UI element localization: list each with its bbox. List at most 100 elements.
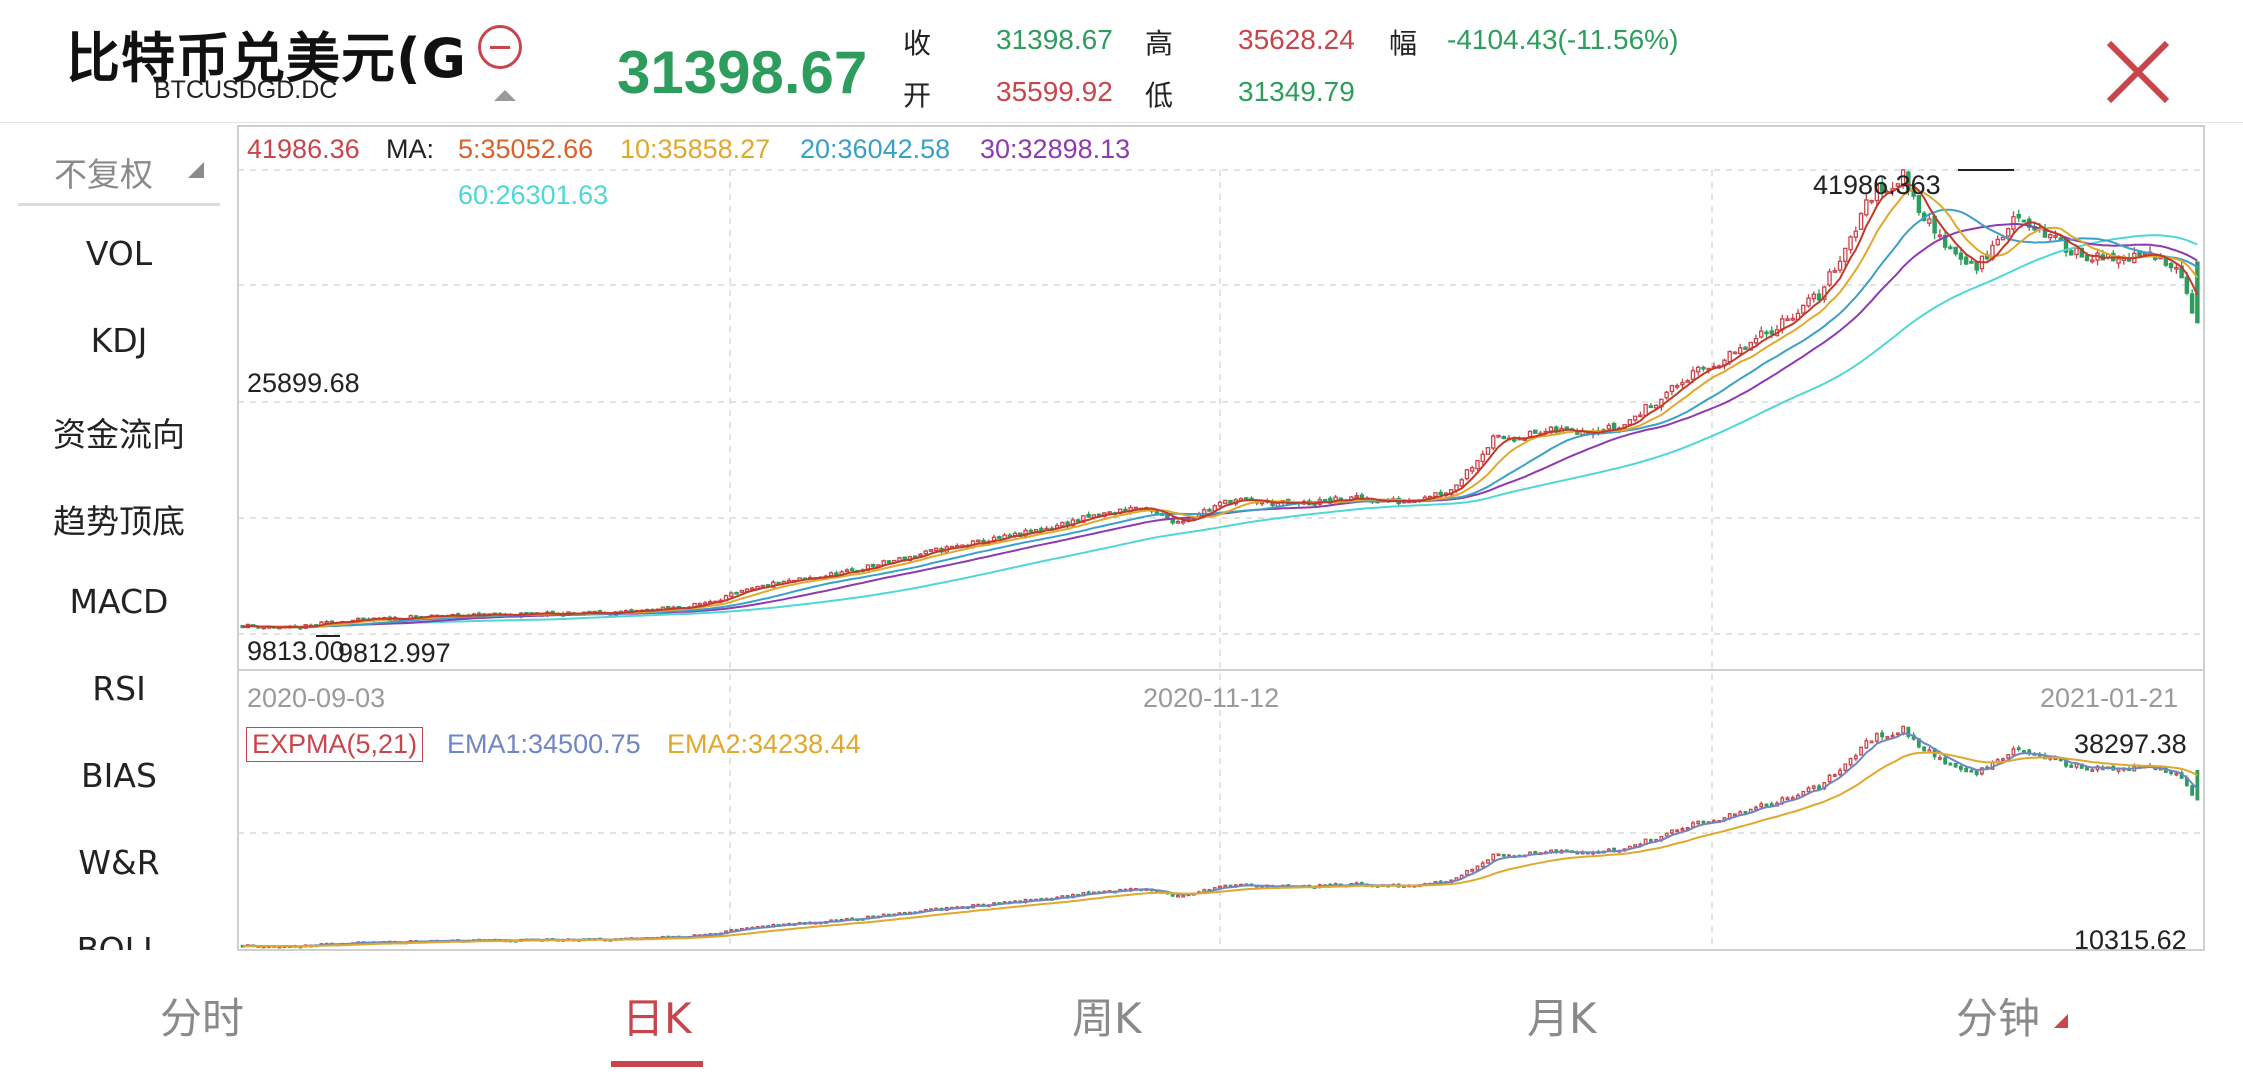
main-candle	[870, 563, 876, 568]
legend-ma10: 10:35858.27	[620, 134, 771, 164]
sub-candle	[1959, 765, 1963, 770]
header-divider	[0, 122, 2243, 123]
sub-candle	[1648, 839, 1653, 842]
indicator-trend[interactable]: 趋势顶底	[53, 502, 185, 541]
main-candle	[1916, 195, 1922, 214]
minute-caret-icon[interactable]	[2054, 1014, 2068, 1028]
sub-candle	[2174, 772, 2179, 776]
main-candle	[1648, 405, 1654, 409]
sub-candle	[1633, 844, 1638, 848]
sub-indicator-name[interactable]: EXPMA(5,21)	[246, 727, 424, 762]
main-candle	[1107, 511, 1112, 514]
close-value: 31398.67	[996, 24, 1113, 55]
symbol-code: BTCUSDGD.DC	[154, 76, 338, 104]
legend-ma30: 30:32898.13	[980, 134, 1131, 164]
sub-candle	[1785, 797, 1790, 801]
sub-candle	[1948, 762, 1953, 766]
sub-candle	[1885, 736, 1890, 739]
date-start: 2020-09-03	[247, 683, 386, 713]
main-candle	[1864, 199, 1869, 216]
main-candle	[1827, 271, 1832, 286]
main-candle	[2000, 236, 2006, 241]
sub-candle	[2016, 747, 2021, 751]
indicator-macd[interactable]: MACD	[69, 582, 169, 621]
sub-axis-min: 10315.62	[2074, 925, 2187, 955]
sub-candle	[1501, 853, 1506, 857]
indicator-vol[interactable]: VOL	[85, 234, 153, 273]
tab-weekly[interactable]: 周K	[1072, 994, 1142, 1043]
tab-active-indicator	[611, 1061, 703, 1067]
indicator-wr[interactable]: W&R	[78, 843, 160, 882]
main-candle	[1480, 453, 1485, 463]
main-candle	[1180, 520, 1186, 524]
main-candle	[1154, 510, 1160, 514]
main-candle	[1963, 256, 1969, 265]
main-candle	[1727, 350, 1732, 363]
main-candle	[1433, 492, 1438, 497]
low-marker-label: 9812.997	[338, 638, 451, 668]
indicator-kdj[interactable]: KDJ	[90, 321, 148, 360]
main-candle	[1496, 434, 1501, 438]
main-candle	[1207, 508, 1212, 512]
main-candle	[356, 617, 361, 621]
sub-candle	[1843, 763, 1848, 771]
sub-candle	[1733, 813, 1737, 817]
main-candle	[2021, 219, 2027, 223]
sub-candle	[2195, 770, 2200, 801]
sub-candle	[1691, 822, 1695, 828]
main-candle	[865, 564, 871, 572]
main-candle	[2084, 254, 2090, 262]
sub-candle	[1937, 757, 1942, 760]
tab-daily[interactable]: 日K	[622, 994, 692, 1043]
main-candle	[1075, 519, 1081, 522]
collapse-arrow-icon[interactable]	[494, 90, 516, 101]
main-candle	[1533, 429, 1538, 434]
main-candle	[1627, 419, 1633, 426]
legend-ema2: EMA2:34238.44	[667, 729, 861, 759]
indicator-rsi[interactable]: RSI	[92, 669, 146, 708]
indicator-money-flow[interactable]: 资金流向	[53, 415, 185, 454]
adjust-select[interactable]: 不复权	[18, 140, 220, 206]
main-candle	[1748, 341, 1753, 351]
main-candle	[1801, 304, 1806, 314]
main-candle	[1958, 252, 1964, 260]
main-candle	[1512, 438, 1517, 442]
date-end: 2021-01-21	[2040, 683, 2179, 713]
ema-lines	[242, 732, 2199, 948]
open-value: 35599.92	[996, 76, 1113, 107]
close-x-icon[interactable]	[2103, 37, 2173, 107]
main-candle	[1848, 236, 1853, 251]
main-candle	[1070, 519, 1076, 527]
minus-circle-icon[interactable]	[478, 25, 522, 69]
main-candle	[849, 568, 855, 572]
sub-candle	[1853, 755, 1858, 760]
main-candle	[1680, 381, 1685, 386]
sub-candle	[1811, 785, 1816, 789]
tab-monthly[interactable]: 月K	[1527, 994, 1597, 1043]
sub-candle	[1223, 884, 1228, 888]
main-candle	[1759, 330, 1764, 338]
indicator-bias[interactable]: BIAS	[81, 756, 157, 795]
close-label: 收	[903, 27, 932, 60]
sub-candle	[1486, 859, 1490, 864]
main-candle	[1942, 234, 1948, 248]
main-candle	[1969, 260, 1974, 264]
sub-candle	[2190, 785, 2195, 796]
ma-lines	[242, 183, 2199, 629]
open-label: 开	[903, 79, 932, 112]
sub-candle	[1895, 732, 1900, 736]
sub-candle	[1964, 767, 1969, 773]
tab-minute[interactable]: 分钟	[1956, 994, 2041, 1043]
main-candle	[2116, 258, 2121, 264]
main-candle	[1732, 351, 1738, 355]
tab-intraday[interactable]: 分时	[160, 994, 245, 1043]
main-candle	[1228, 499, 1233, 504]
change-label: 幅	[1389, 27, 1418, 60]
main-candle	[1911, 187, 1916, 197]
indicator-list[interactable]: VOL KDJ 资金流向 趋势顶底 MACD RSI BIAS W&R BOLL	[0, 206, 238, 950]
sub-candle	[1848, 757, 1853, 766]
sub-candle	[1743, 810, 1748, 814]
indicator-boll[interactable]: BOLL	[76, 930, 162, 950]
main-candle	[1475, 459, 1480, 470]
